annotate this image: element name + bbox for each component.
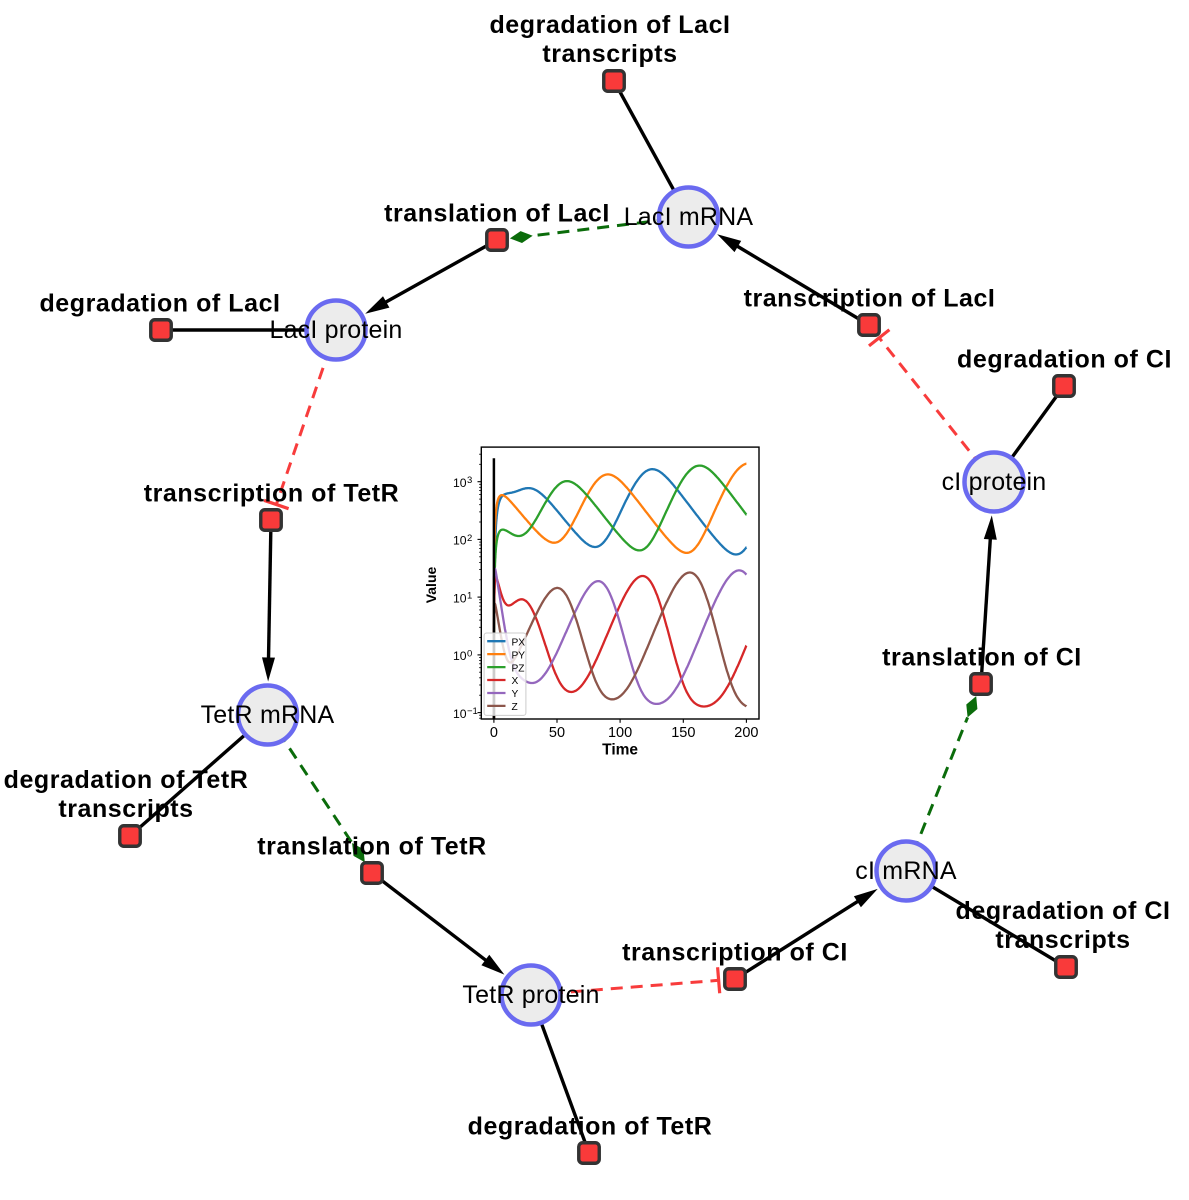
- svg-text:2: 2: [467, 533, 472, 544]
- svg-text:transcripts: transcripts: [542, 40, 677, 68]
- svg-text:100: 100: [608, 725, 632, 741]
- svg-text:LacI protein: LacI protein: [269, 316, 402, 344]
- svg-text:0: 0: [467, 648, 472, 659]
- svg-text:translation of CI: translation of CI: [882, 643, 1082, 671]
- svg-text:−1: −1: [467, 706, 478, 717]
- svg-text:X: X: [512, 676, 519, 687]
- svg-text:degradation of CI: degradation of CI: [957, 345, 1172, 373]
- svg-text:PX: PX: [512, 637, 526, 648]
- svg-text:10: 10: [453, 707, 467, 721]
- svg-text:PZ: PZ: [512, 663, 525, 674]
- svg-text:0: 0: [490, 725, 498, 741]
- svg-text:150: 150: [671, 725, 695, 741]
- svg-text:10: 10: [453, 476, 467, 490]
- svg-text:degradation of TetR: degradation of TetR: [468, 1112, 713, 1140]
- svg-text:10: 10: [453, 649, 467, 663]
- svg-text:1: 1: [467, 591, 472, 602]
- svg-text:transcription of LacI: transcription of LacI: [744, 284, 996, 312]
- svg-text:translation of LacI: translation of LacI: [384, 199, 610, 227]
- svg-text:10: 10: [453, 534, 467, 548]
- svg-text:degradation of CI: degradation of CI: [956, 897, 1171, 925]
- svg-text:degradation of TetR: degradation of TetR: [4, 766, 249, 794]
- svg-text:degradation of LacI: degradation of LacI: [39, 289, 280, 317]
- svg-text:transcription of TetR: transcription of TetR: [144, 479, 400, 507]
- svg-text:TetR mRNA: TetR mRNA: [201, 701, 335, 729]
- svg-text:translation of TetR: translation of TetR: [257, 832, 486, 860]
- svg-text:Y: Y: [512, 689, 519, 700]
- svg-text:transcripts: transcripts: [58, 795, 193, 823]
- svg-text:PY: PY: [512, 650, 526, 661]
- svg-text:degradation of LacI: degradation of LacI: [489, 11, 730, 39]
- svg-text:50: 50: [549, 725, 565, 741]
- svg-text:cI protein: cI protein: [942, 468, 1047, 496]
- svg-text:LacI mRNA: LacI mRNA: [624, 203, 754, 231]
- svg-text:TetR protein: TetR protein: [462, 981, 599, 1009]
- svg-text:10: 10: [453, 591, 467, 605]
- svg-text:transcripts: transcripts: [995, 926, 1130, 954]
- svg-text:cI mRNA: cI mRNA: [855, 857, 957, 885]
- svg-text:transcription of CI: transcription of CI: [622, 938, 848, 966]
- svg-text:Value: Value: [423, 567, 439, 604]
- svg-text:200: 200: [734, 725, 758, 741]
- svg-text:Time: Time: [602, 742, 638, 759]
- svg-text:Z: Z: [512, 702, 518, 713]
- svg-text:3: 3: [467, 475, 472, 486]
